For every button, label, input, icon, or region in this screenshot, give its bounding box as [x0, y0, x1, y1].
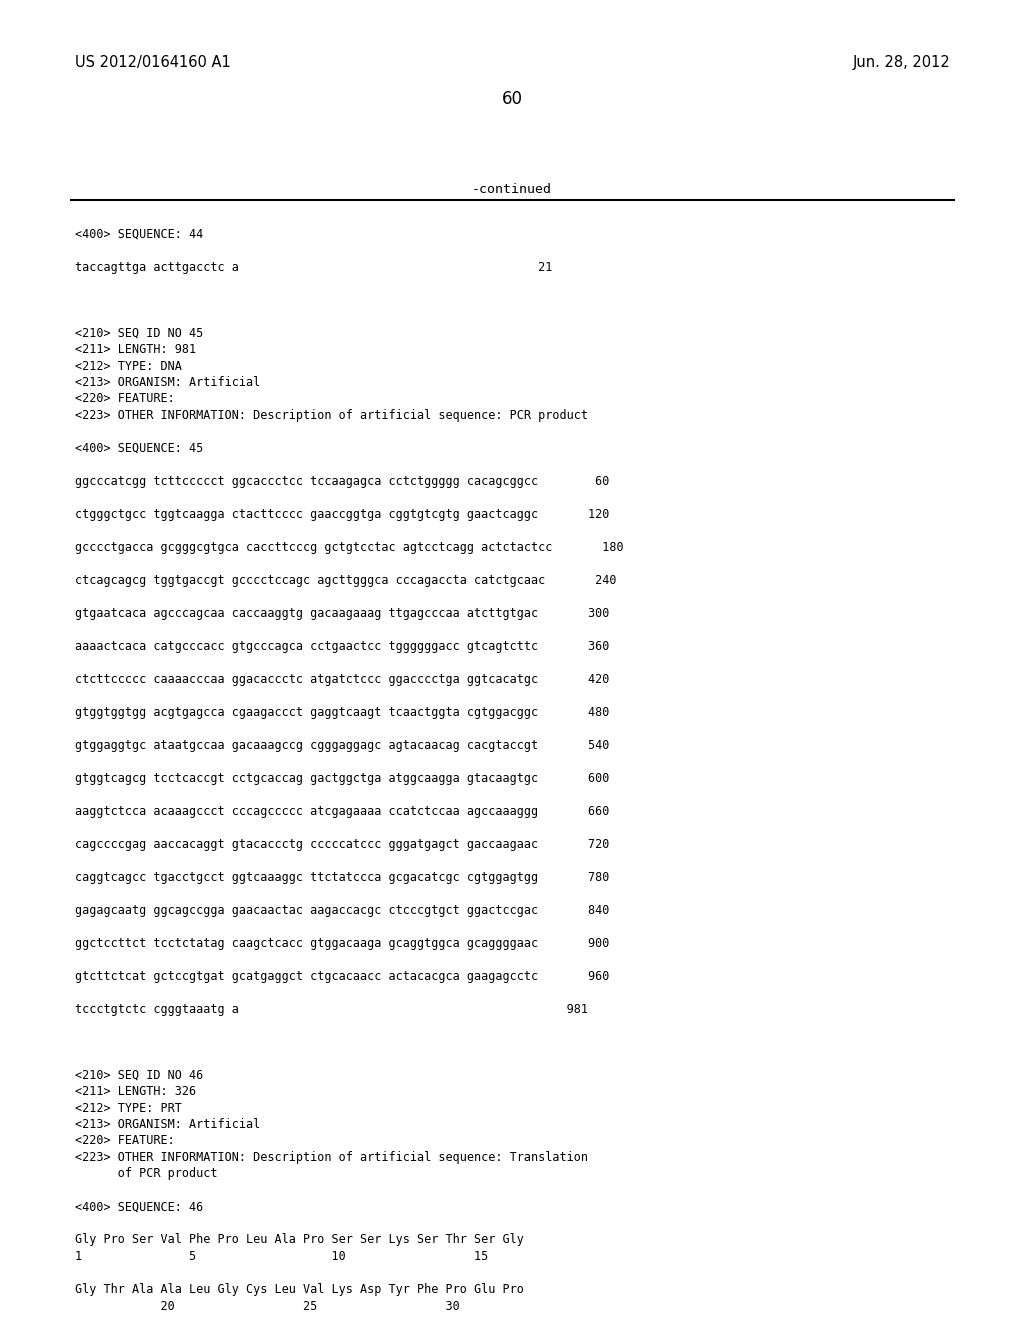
Text: <400> SEQUENCE: 45: <400> SEQUENCE: 45 [75, 442, 203, 455]
Text: <400> SEQUENCE: 46: <400> SEQUENCE: 46 [75, 1200, 203, 1213]
Text: <210> SEQ ID NO 45: <210> SEQ ID NO 45 [75, 326, 203, 339]
Text: gtcttctcat gctccgtgat gcatgaggct ctgcacaacc actacacgca gaagagcctc       960: gtcttctcat gctccgtgat gcatgaggct ctgcaca… [75, 970, 609, 983]
Text: ggcccatcgg tcttccccct ggcaccctcc tccaagagca cctctggggg cacagcggcc        60: ggcccatcgg tcttccccct ggcaccctcc tccaaga… [75, 475, 609, 488]
Text: caggtcagcc tgacctgcct ggtcaaaggc ttctatccca gcgacatcgc cgtggagtgg       780: caggtcagcc tgacctgcct ggtcaaaggc ttctatc… [75, 871, 609, 884]
Text: <223> OTHER INFORMATION: Description of artificial sequence: Translation: <223> OTHER INFORMATION: Description of … [75, 1151, 588, 1164]
Text: Jun. 28, 2012: Jun. 28, 2012 [852, 55, 950, 70]
Text: Gly Thr Ala Ala Leu Gly Cys Leu Val Lys Asp Tyr Phe Pro Glu Pro: Gly Thr Ala Ala Leu Gly Cys Leu Val Lys … [75, 1283, 524, 1296]
Text: ggctccttct tcctctatag caagctcacc gtggacaaga gcaggtggca gcaggggaac       900: ggctccttct tcctctatag caagctcacc gtggaca… [75, 937, 609, 950]
Text: <213> ORGANISM: Artificial: <213> ORGANISM: Artificial [75, 1118, 260, 1131]
Text: 60: 60 [502, 90, 522, 108]
Text: <211> LENGTH: 981: <211> LENGTH: 981 [75, 343, 197, 356]
Text: <211> LENGTH: 326: <211> LENGTH: 326 [75, 1085, 197, 1098]
Text: <212> TYPE: PRT: <212> TYPE: PRT [75, 1101, 182, 1114]
Text: US 2012/0164160 A1: US 2012/0164160 A1 [75, 55, 230, 70]
Text: gcccctgacca gcgggcgtgca caccttcccg gctgtcctac agtcctcagg actctactcc       180: gcccctgacca gcgggcgtgca caccttcccg gctgt… [75, 541, 624, 554]
Text: taccagttga acttgacctc a                                          21: taccagttga acttgacctc a 21 [75, 261, 552, 275]
Text: ctcttccccc caaaacccaa ggacaccctc atgatctccc ggacccctga ggtcacatgc       420: ctcttccccc caaaacccaa ggacaccctc atgatct… [75, 673, 609, 686]
Text: of PCR product: of PCR product [75, 1167, 217, 1180]
Text: -continued: -continued [472, 183, 552, 195]
Text: gagagcaatg ggcagccgga gaacaactac aagaccacgc ctcccgtgct ggactccgac       840: gagagcaatg ggcagccgga gaacaactac aagacca… [75, 904, 609, 917]
Text: 20                  25                  30: 20 25 30 [75, 1299, 460, 1312]
Text: cagccccgag aaccacaggt gtacaccctg cccccatccc gggatgagct gaccaagaac       720: cagccccgag aaccacaggt gtacaccctg cccccat… [75, 838, 609, 851]
Text: <220> FEATURE:: <220> FEATURE: [75, 1134, 175, 1147]
Text: gtggtggtgg acgtgagcca cgaagaccct gaggtcaagt tcaactggta cgtggacggc       480: gtggtggtgg acgtgagcca cgaagaccct gaggtca… [75, 706, 609, 719]
Text: 1               5                   10                  15: 1 5 10 15 [75, 1250, 488, 1263]
Text: <210> SEQ ID NO 46: <210> SEQ ID NO 46 [75, 1068, 203, 1081]
Text: aaaactcaca catgcccacc gtgcccagca cctgaactcc tggggggacc gtcagtcttc       360: aaaactcaca catgcccacc gtgcccagca cctgaac… [75, 640, 609, 653]
Text: tccctgtctc cgggtaaatg a                                              981: tccctgtctc cgggtaaatg a 981 [75, 1003, 588, 1016]
Text: <213> ORGANISM: Artificial: <213> ORGANISM: Artificial [75, 376, 260, 389]
Text: ctgggctgcc tggtcaagga ctacttcccc gaaccggtga cggtgtcgtg gaactcaggc       120: ctgggctgcc tggtcaagga ctacttcccc gaaccgg… [75, 508, 609, 521]
Text: ctcagcagcg tggtgaccgt gcccctccagc agcttgggca cccagaccta catctgcaac       240: ctcagcagcg tggtgaccgt gcccctccagc agcttg… [75, 574, 616, 587]
Text: aaggtctcca acaaagccct cccagccccc atcgagaaaa ccatctccaa agccaaaggg       660: aaggtctcca acaaagccct cccagccccc atcgaga… [75, 805, 609, 818]
Text: <400> SEQUENCE: 44: <400> SEQUENCE: 44 [75, 228, 203, 242]
Text: <212> TYPE: DNA: <212> TYPE: DNA [75, 359, 182, 372]
Text: gtggtcagcg tcctcaccgt cctgcaccag gactggctga atggcaagga gtacaagtgc       600: gtggtcagcg tcctcaccgt cctgcaccag gactggc… [75, 772, 609, 785]
Text: gtggaggtgc ataatgccaa gacaaagccg cgggaggagc agtacaacag cacgtaccgt       540: gtggaggtgc ataatgccaa gacaaagccg cgggagg… [75, 739, 609, 752]
Text: <223> OTHER INFORMATION: Description of artificial sequence: PCR product: <223> OTHER INFORMATION: Description of … [75, 409, 588, 422]
Text: Gly Pro Ser Val Phe Pro Leu Ala Pro Ser Ser Lys Ser Thr Ser Gly: Gly Pro Ser Val Phe Pro Leu Ala Pro Ser … [75, 1233, 524, 1246]
Text: <220> FEATURE:: <220> FEATURE: [75, 392, 175, 405]
Text: gtgaatcaca agcccagcaa caccaaggtg gacaagaaag ttgagcccaa atcttgtgac       300: gtgaatcaca agcccagcaa caccaaggtg gacaaga… [75, 607, 609, 620]
